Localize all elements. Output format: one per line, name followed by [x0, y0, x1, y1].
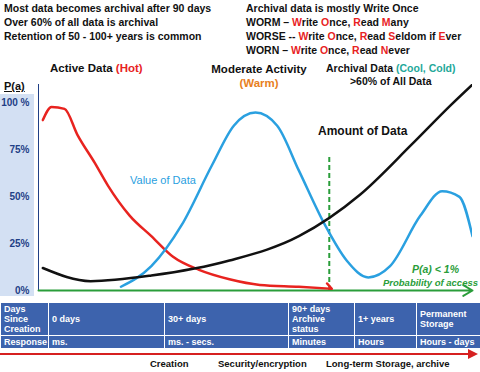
html-text:Archival Data (Cool, Cold): Archival Data (Cool, Cold): [326, 62, 456, 74]
html-text:>60% of All Data: >60% of All Data: [350, 75, 432, 87]
html-text:Value of Data: Value of Data: [130, 174, 196, 186]
html-text:Amount of Data: Amount of Data: [318, 124, 408, 138]
html-text:Creation: Creation: [150, 358, 189, 369]
html-text:Hours: Hours: [358, 337, 384, 347]
svg-text:50%: 50%: [9, 191, 29, 202]
html-text:30+ days: 30+ days: [168, 314, 207, 324]
html-text:WORSE -- W r i t e O n c e, R: WORSE -- W r i t e O n c e, R e a d S e …: [246, 30, 462, 42]
html-text:Security/encryption: Security/encryption: [218, 358, 307, 369]
html-text:Active Data (Hot): Active Data (Hot): [50, 62, 143, 74]
html-text:Long-term Storage, archive: Long-term Storage, archive: [326, 358, 450, 369]
html-text:0 days: 0 days: [52, 314, 80, 324]
html-text:1+ years: 1+ years: [358, 314, 395, 324]
html-text:Days Since Creation: Days Since Creation: [4, 304, 41, 334]
html-text:ms.: ms.: [52, 337, 68, 347]
html-text:P(a) < 1%: P(a) < 1%: [412, 263, 459, 275]
html-text:Retention of 50 - 100+ years i: Retention of 50 - 100+ years is common: [4, 30, 202, 42]
svg-text:25%: 25%: [9, 238, 29, 249]
svg-text:100 %: 100 %: [1, 97, 29, 108]
html-text:Permanent Storage: Permanent Storage: [420, 309, 467, 329]
html-text:Most data becomes archival aft: Most data becomes archival after 90 days: [4, 2, 212, 14]
svg-text:0%: 0%: [15, 285, 30, 296]
html-text:Moderate Activity: Moderate Activity: [211, 63, 307, 75]
svg-text:75%: 75%: [9, 144, 29, 155]
html-text:Minutes: Minutes: [292, 337, 326, 347]
html-text:Hours - days: Hours - days: [420, 337, 475, 347]
html-text:90+ days Archive status: 90+ days Archive status: [292, 304, 331, 334]
html-text:Over 60% of all data is archiv: Over 60% of all data is archival: [4, 16, 159, 28]
html-text:Probability of access: Probability of access: [383, 277, 478, 288]
html-text:Archival data is mostly Write: Archival data is mostly Write Once: [246, 2, 419, 14]
html-text:WORN – W r i t e O n c e, R e: WORN – W r i t e O n c e, R e a d N e v …: [246, 44, 410, 56]
html-text:(Warm): (Warm): [239, 77, 279, 89]
html-text:P(a): P(a): [4, 80, 25, 92]
html-text:WORM – W r i t e O n c e, R e: WORM – W r i t e O n c e, R e a d M a n …: [246, 16, 409, 28]
html-text:Response: Response: [4, 337, 47, 347]
html-text:ms. - secs.: ms. - secs.: [168, 337, 214, 347]
